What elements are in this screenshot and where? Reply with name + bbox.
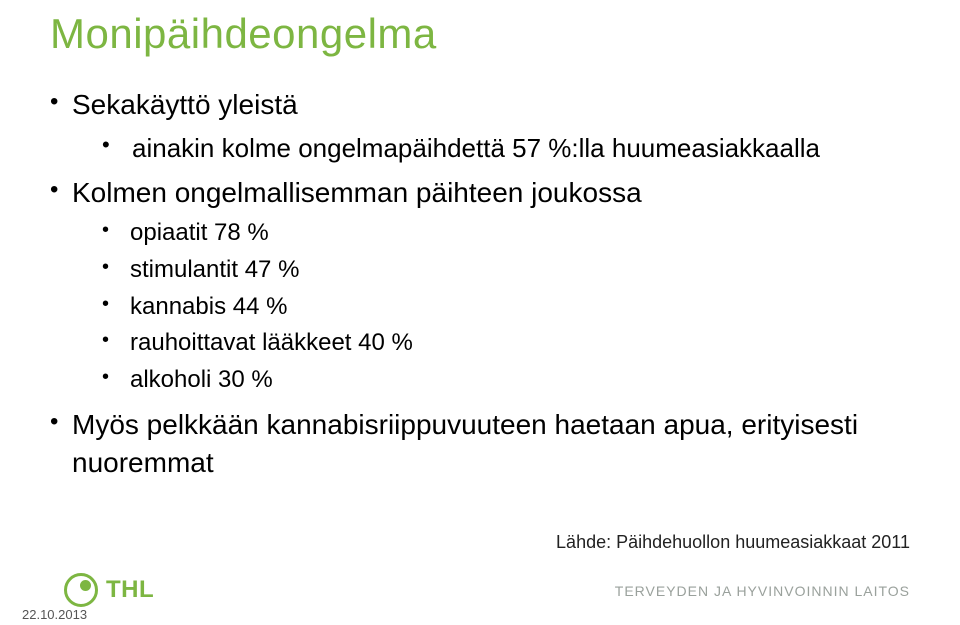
- bullet-text: ainakin kolme ongelmapäihdettä 57 %:lla …: [132, 133, 820, 163]
- bullet-text: rauhoittavat lääkkeet 40 %: [130, 329, 413, 356]
- bullet-lvl3: rauhoittavat lääkkeet 40 %: [102, 326, 910, 361]
- bullet-sublist: ainakin kolme ongelmapäihdettä 57 %:lla …: [72, 130, 910, 166]
- bullet-text: Myös pelkkään kannabisriippuvuuteen haet…: [72, 409, 858, 478]
- bullet-lvl3: stimulantit 47 %: [102, 253, 910, 288]
- logo: THL: [64, 573, 154, 607]
- bullet-lvl3: opiaatit 78 %: [102, 216, 910, 251]
- bullet-text: Kolmen ongelmallisemman päihteen joukoss…: [72, 177, 642, 208]
- logo-text: THL: [106, 576, 154, 604]
- bullet-text: kannabis 44 %: [130, 293, 287, 320]
- bullet-lvl3: alkoholi 30 %: [102, 363, 910, 398]
- tagline: TERVEYDEN JA HYVINVOINNIN LAITOS: [615, 583, 910, 599]
- bullet-text: stimulantit 47 %: [130, 256, 299, 283]
- bullet-lvl1: Kolmen ongelmallisemman päihteen joukoss…: [50, 174, 910, 398]
- slide: Monipäihdeongelma Sekakäyttö yleistä ain…: [0, 0, 960, 625]
- page-title: Monipäihdeongelma: [50, 10, 910, 58]
- bullet-text: Sekakäyttö yleistä: [72, 89, 298, 120]
- bullet-lvl1: Myös pelkkään kannabisriippuvuuteen haet…: [50, 406, 910, 482]
- bullet-lvl1: Sekakäyttö yleistä ainakin kolme ongelma…: [50, 86, 910, 166]
- bullet-text: opiaatit 78 %: [130, 219, 269, 246]
- bullet-text: alkoholi 30 %: [130, 366, 273, 393]
- bullet-list: Sekakäyttö yleistä ainakin kolme ongelma…: [50, 86, 910, 482]
- logo-icon: [64, 573, 98, 607]
- footer: THL TERVEYDEN JA HYVINVOINNIN LAITOS 22.…: [0, 569, 960, 625]
- bullet-lvl2: ainakin kolme ongelmapäihdettä 57 %:lla …: [102, 130, 910, 166]
- footer-date: 22.10.2013: [22, 607, 87, 622]
- source-citation: Lähde: Päihdehuollon huumeasiakkaat 2011: [556, 532, 910, 553]
- bullet-sublist: opiaatit 78 % stimulantit 47 % kannabis …: [72, 216, 910, 398]
- bullet-lvl3: kannabis 44 %: [102, 290, 910, 325]
